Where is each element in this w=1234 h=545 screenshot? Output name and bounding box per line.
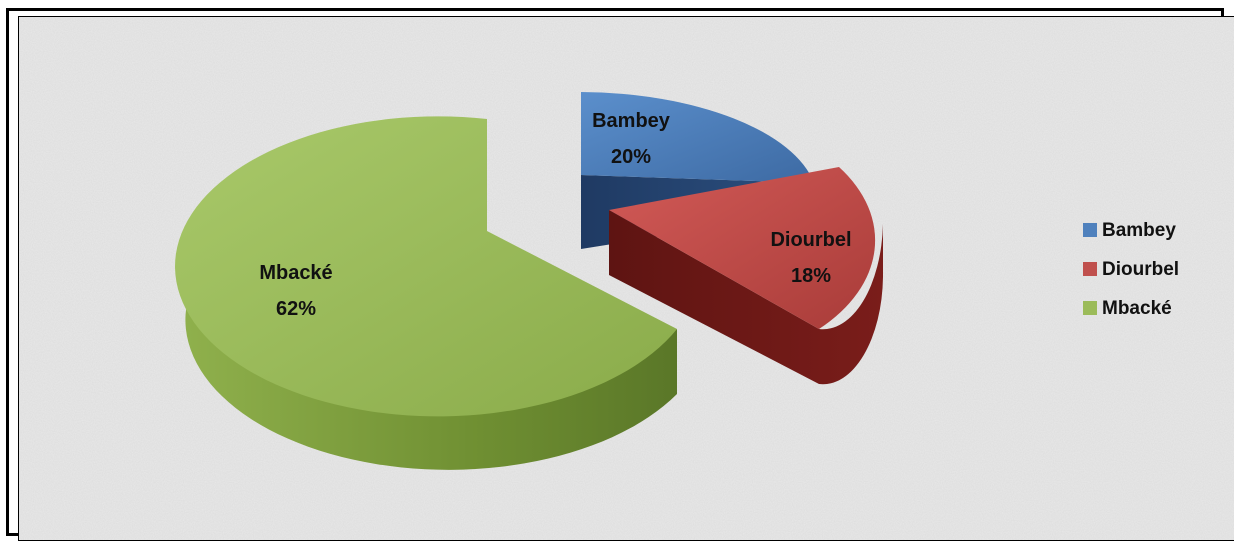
data-label-bambey-value: 20% xyxy=(611,146,651,168)
slice-mbacke xyxy=(175,116,678,470)
chart-area: Bambey 20% Diourbel 18% Mbacké 62% Bambey Diou… xyxy=(18,16,1234,541)
legend-swatch-mbacke xyxy=(1083,301,1097,315)
slice-diourbel-side xyxy=(609,210,883,385)
data-label-bambey-name: Bambey xyxy=(592,110,671,132)
slice-diourbel-top xyxy=(609,167,876,329)
slice-mbacke-top xyxy=(175,116,678,417)
legend: Bambey Diourbel Mbacké xyxy=(1083,220,1179,319)
legend-swatch-diourbel xyxy=(1083,262,1097,276)
legend-label-mbacke: Mbacké xyxy=(1102,298,1172,319)
data-label-diourbel-name: Diourbel xyxy=(770,229,851,251)
data-label-mbacke-value: 62% xyxy=(276,298,316,320)
slice-diourbel xyxy=(609,167,883,385)
data-label-diourbel-value: 18% xyxy=(791,265,831,287)
pie-chart: Bambey 20% Diourbel 18% Mbacké 62% Bambey Diou… xyxy=(19,17,1234,540)
slice-mbacke-side xyxy=(185,199,677,470)
slice-bambey-top xyxy=(581,92,814,183)
legend-label-bambey: Bambey xyxy=(1102,220,1176,241)
legend-label-diourbel: Diourbel xyxy=(1102,259,1179,280)
legend-swatch-bambey xyxy=(1083,223,1097,237)
data-label-mbacke-name: Mbacké xyxy=(259,262,332,284)
